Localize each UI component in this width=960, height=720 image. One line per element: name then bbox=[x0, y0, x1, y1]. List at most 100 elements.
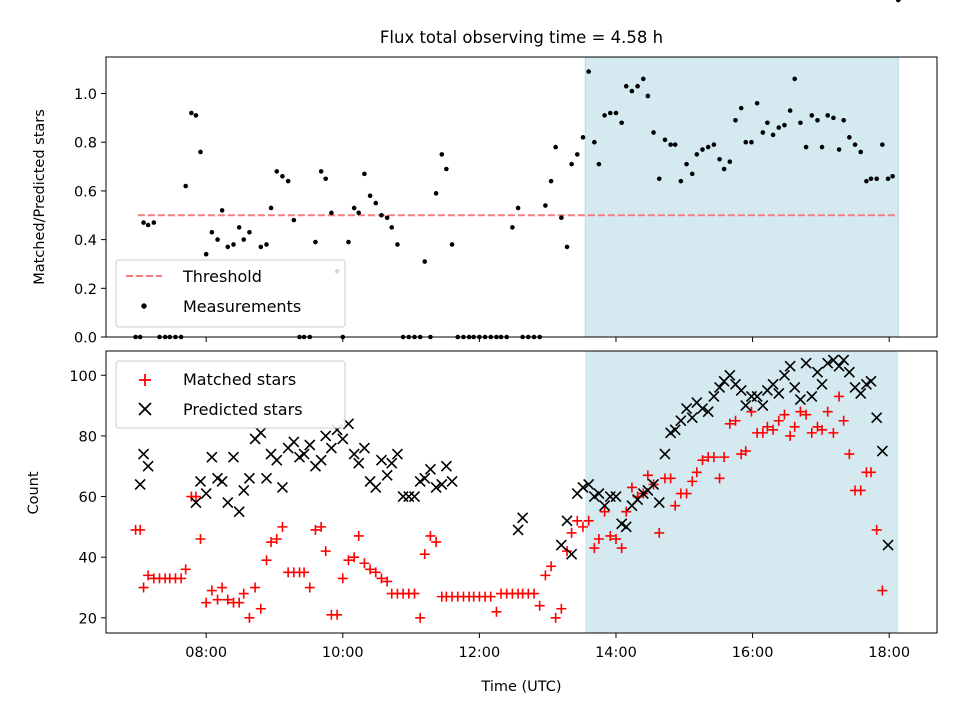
predicted-star-point bbox=[838, 354, 850, 366]
measurement-point bbox=[274, 169, 280, 174]
measurement-point bbox=[684, 161, 689, 167]
matched-star-point bbox=[310, 524, 321, 535]
measurement-point bbox=[268, 205, 274, 211]
matched-star-point bbox=[222, 594, 233, 605]
matched-star-point bbox=[138, 582, 149, 593]
matched-star-point bbox=[708, 452, 719, 463]
y-tick-label: 0.6 bbox=[74, 184, 97, 200]
measurement-point bbox=[754, 100, 760, 106]
measurement-point bbox=[193, 113, 199, 118]
measurement-point bbox=[313, 239, 318, 245]
counts-panel: 20 40 60 80 100 08:00 10:00 12:00 14:00 16:00 18:… bbox=[26, 351, 938, 695]
measurement-point bbox=[367, 193, 373, 199]
predicted-star-point bbox=[876, 445, 888, 457]
x-tick-label: 10:00 bbox=[322, 645, 364, 661]
predicted-star-point bbox=[138, 448, 150, 460]
predicted-star-point bbox=[386, 457, 398, 469]
predicted-star-point bbox=[882, 539, 894, 551]
counts-legend: Matched stars Predicted stars bbox=[115, 360, 346, 429]
matched-star-point bbox=[550, 612, 561, 623]
measurement-point bbox=[141, 220, 146, 225]
matched-star-point bbox=[255, 603, 266, 614]
matched-star-point bbox=[332, 609, 343, 620]
y-tick-label: 20 bbox=[79, 611, 97, 627]
predicted-star-point bbox=[773, 387, 785, 400]
predicted-star-point bbox=[740, 400, 752, 412]
matched-star-point bbox=[828, 427, 839, 438]
measurement-point bbox=[580, 135, 586, 140]
matched-star-point bbox=[277, 521, 288, 532]
predicted-star-point bbox=[391, 448, 403, 460]
predicted-star-point bbox=[233, 506, 245, 518]
matched-star-point bbox=[349, 552, 360, 563]
matched-star-point bbox=[234, 597, 245, 608]
measurement-point bbox=[743, 139, 749, 145]
y-tick-label: 80 bbox=[79, 429, 97, 445]
measurements-legend-label: Measurements bbox=[183, 297, 301, 316]
y-tick-label: 0.4 bbox=[74, 233, 97, 249]
matched-star-point bbox=[762, 421, 773, 432]
measurement-point bbox=[241, 237, 247, 242]
measurement-point bbox=[836, 147, 842, 152]
matched-star-point bbox=[855, 485, 866, 496]
measurement-point bbox=[776, 125, 782, 130]
measurement-point bbox=[721, 166, 727, 172]
counts-y-label: Count bbox=[26, 471, 42, 514]
predicted-legend-marker bbox=[138, 402, 152, 416]
matched-star-point bbox=[409, 588, 420, 599]
matched-star-point bbox=[299, 567, 310, 578]
measurement-point bbox=[395, 242, 400, 247]
measurement-point bbox=[738, 105, 744, 111]
measurement-point bbox=[351, 205, 357, 211]
matched-star-point bbox=[801, 409, 812, 420]
measurement-point bbox=[760, 130, 766, 135]
predicted-star-point bbox=[610, 490, 622, 503]
matched-star-point bbox=[176, 573, 187, 584]
measurement-point bbox=[711, 142, 717, 147]
predicted-star-point bbox=[255, 427, 267, 439]
measurement-point bbox=[183, 183, 188, 189]
measurement-point bbox=[586, 69, 591, 74]
predicted-star-point bbox=[566, 548, 578, 560]
predicted-star-point bbox=[669, 424, 681, 436]
measurement-point bbox=[145, 222, 151, 228]
measurement-point bbox=[548, 178, 554, 184]
measurement-point bbox=[203, 251, 209, 257]
matched-star-point bbox=[238, 588, 249, 599]
predicted-star-point bbox=[446, 475, 458, 487]
matched-star-point bbox=[665, 473, 676, 484]
predicted-star-point bbox=[751, 390, 763, 403]
predicted-star-point bbox=[227, 451, 240, 463]
predicted-star-point bbox=[577, 481, 589, 494]
predicted-star-point bbox=[653, 497, 665, 509]
measurement-point bbox=[825, 113, 831, 118]
measurement-point bbox=[362, 171, 367, 177]
predicted-star-point bbox=[271, 454, 283, 466]
measurement-point bbox=[798, 120, 803, 126]
predicted-star-point bbox=[696, 403, 709, 415]
predicted-star-point bbox=[724, 369, 736, 381]
measurement-point bbox=[379, 212, 384, 218]
measurement-point bbox=[225, 244, 231, 250]
measurement-point bbox=[635, 83, 640, 89]
matched-star-point bbox=[491, 606, 502, 617]
matched-star-point bbox=[626, 482, 637, 493]
predicted-star-point bbox=[337, 433, 349, 445]
measurement-point bbox=[868, 176, 874, 182]
predicted-star-point bbox=[800, 357, 812, 369]
measurement-point bbox=[151, 220, 157, 225]
matched-star-point bbox=[304, 582, 315, 593]
measurement-point bbox=[602, 113, 607, 118]
measurement-point bbox=[895, 0, 901, 3]
measurement-point bbox=[651, 130, 656, 135]
y-tick-label: 40 bbox=[79, 551, 97, 567]
measurement-point bbox=[641, 76, 646, 82]
matched-legend-label: Matched stars bbox=[183, 370, 296, 389]
matched-star-point bbox=[789, 421, 800, 432]
measurement-point bbox=[705, 144, 711, 150]
matched-star-point bbox=[353, 530, 364, 541]
predicted-star-point bbox=[436, 478, 448, 490]
measurement-point bbox=[592, 139, 597, 145]
measurement-point bbox=[433, 191, 439, 196]
measurement-point bbox=[864, 178, 869, 184]
